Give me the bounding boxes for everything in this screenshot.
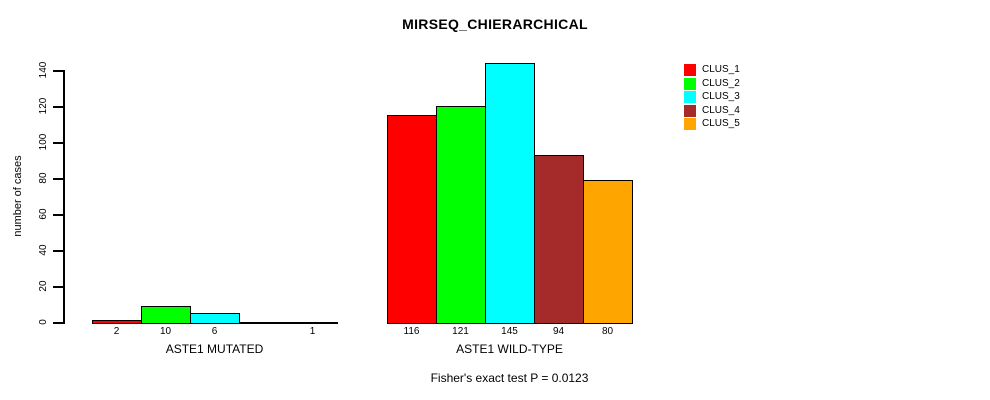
y-axis-line (63, 70, 65, 324)
bar-clus_2 (436, 105, 486, 324)
legend-label: CLUS_4 (702, 104, 740, 116)
legend-label: CLUS_5 (702, 118, 740, 130)
y-tick-label: 60 (38, 208, 49, 220)
y-tick-label: 140 (38, 61, 49, 79)
legend-swatch (684, 91, 696, 104)
bar-clus_1 (92, 319, 142, 324)
bar-value-label: 80 (601, 326, 614, 337)
y-tick (53, 250, 63, 252)
y-tick (53, 70, 63, 72)
legend-swatch (684, 64, 696, 76)
bar-clus_1 (387, 114, 437, 324)
bar-value-label: 6 (211, 326, 218, 337)
bar-clus_3 (190, 312, 240, 324)
legend-label: CLUS_3 (702, 91, 740, 103)
bar-value-label: 1 (309, 326, 316, 337)
group-label: ASTE1 WILD-TYPE (456, 342, 563, 356)
legend-label: CLUS_2 (702, 77, 740, 89)
legend-swatch (684, 118, 696, 131)
bar-value-label: 116 (403, 326, 420, 337)
legend-item: CLUS_5 (684, 118, 740, 131)
bar-clus_5 (288, 321, 338, 324)
y-tick (53, 322, 63, 324)
group-label: ASTE1 MUTATED (165, 342, 264, 356)
legend-swatch (684, 77, 696, 90)
fisher-test-annotation: Fisher's exact test P = 0.0123 (430, 371, 589, 385)
bar-clus_5 (583, 179, 633, 324)
bar-value-label: 2 (113, 326, 120, 337)
y-tick (53, 142, 63, 144)
legend-item: CLUS_1 (684, 64, 740, 76)
bar-clus_3 (485, 62, 535, 324)
y-tick (53, 286, 63, 288)
y-tick-label: 40 (38, 244, 49, 256)
y-tick (53, 106, 63, 108)
legend-item: CLUS_4 (684, 104, 740, 117)
legend-swatch (684, 104, 696, 117)
legend-item: CLUS_3 (684, 91, 740, 104)
y-tick-label: 20 (38, 280, 49, 292)
y-tick-label: 80 (38, 172, 49, 184)
legend-item: CLUS_2 (684, 77, 740, 90)
y-tick-label: 100 (38, 133, 49, 151)
bar-clus_4 (534, 154, 584, 324)
legend-label: CLUS_1 (702, 64, 740, 75)
bar-value-label: 121 (452, 326, 469, 337)
bar-value-label: 10 (159, 326, 172, 337)
y-tick (53, 214, 63, 216)
bar-value-label: 94 (552, 326, 565, 337)
bar-value-label: 145 (501, 326, 518, 337)
bar-value-label (239, 326, 288, 338)
bar-clus_2 (141, 305, 191, 324)
y-tick-label: 0 (38, 319, 49, 325)
y-tick-label: 120 (38, 97, 49, 115)
chart-title: MIRSEQ_CHIERARCHICAL (402, 16, 588, 32)
y-tick (53, 178, 63, 180)
legend: CLUS_1 CLUS_2 CLUS_3 CLUS_4 CLUS_5 (684, 64, 740, 132)
